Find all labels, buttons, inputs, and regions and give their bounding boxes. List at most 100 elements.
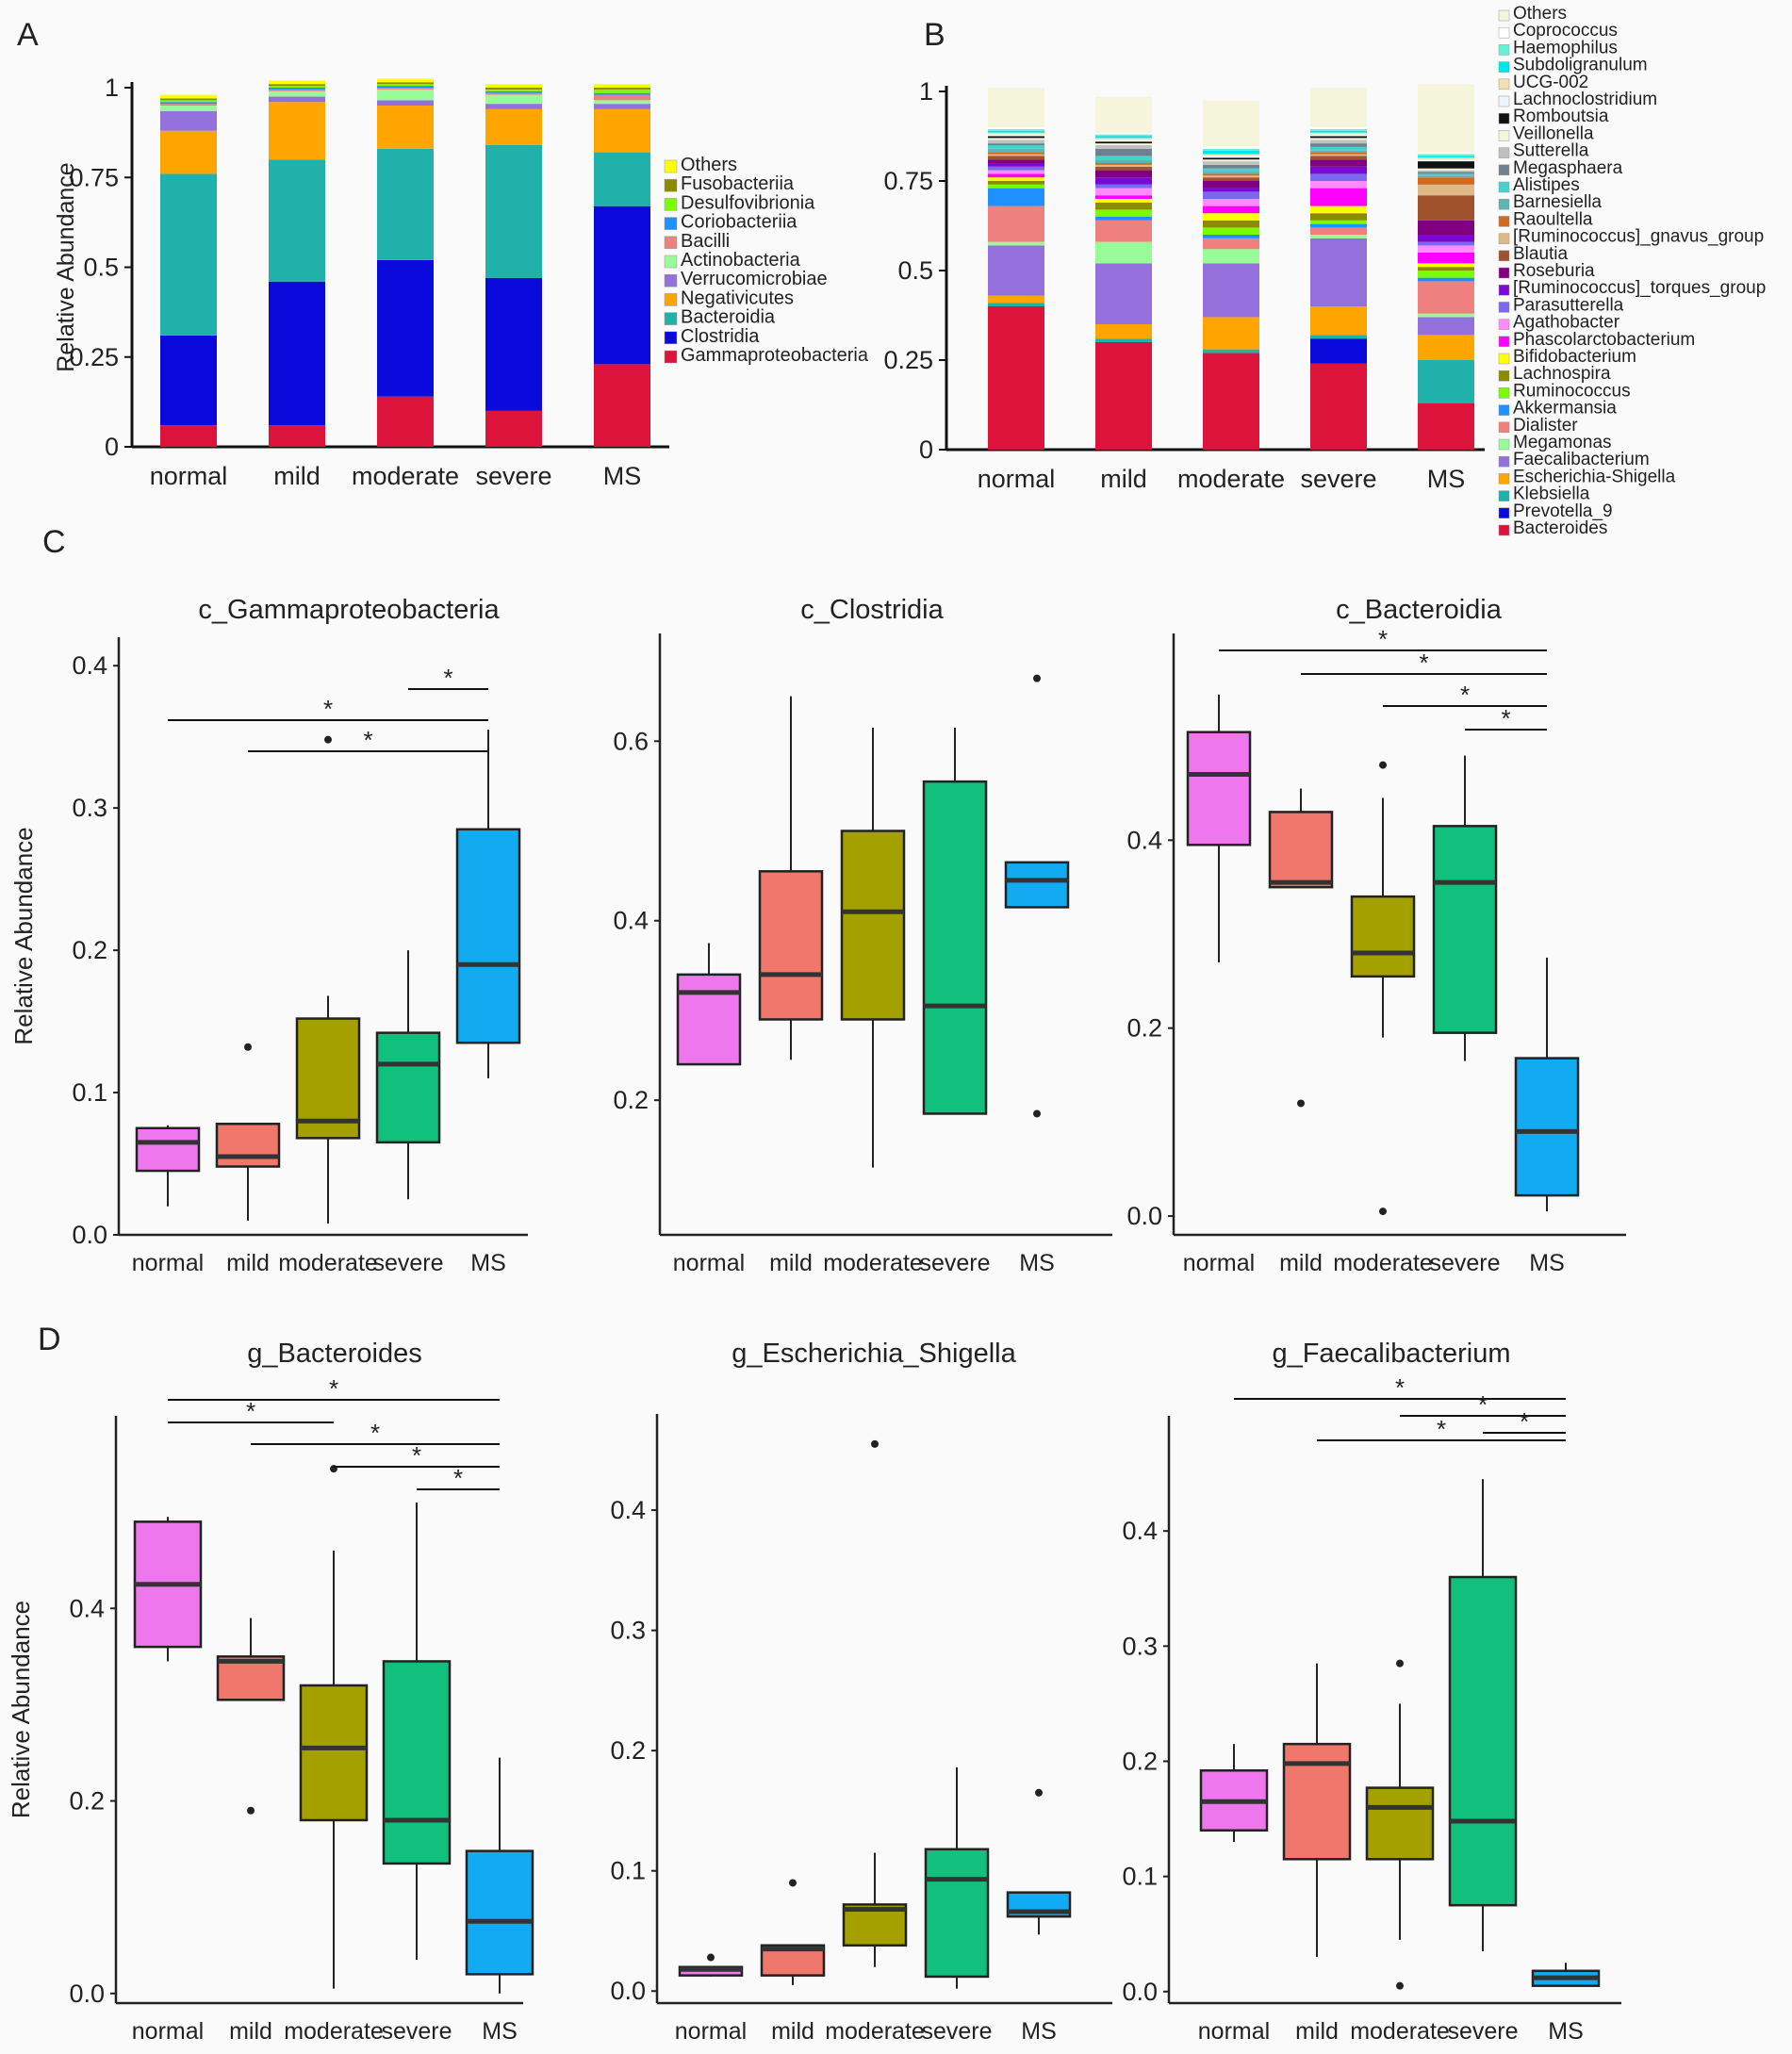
bar-segment-lachnospira — [1203, 220, 1259, 228]
outlier-point — [1035, 1788, 1043, 1797]
legend-swatch — [1498, 302, 1510, 313]
bar-segment-actinobacteria — [594, 100, 650, 105]
bar-segment-desulfovibrionia — [269, 86, 325, 88]
chart-title: c_Clostridia — [800, 595, 944, 625]
bar-segment-veillonella — [1095, 143, 1152, 145]
box-ms — [465, 1757, 534, 1994]
x-tick-label: MS — [470, 1250, 506, 1276]
legend-swatch — [1498, 490, 1510, 501]
x-tick-label: MS — [603, 462, 642, 490]
bar-segment-phascolarctobacterium — [1095, 195, 1152, 199]
y-tick-label: 0.0 — [610, 1977, 646, 2005]
box-mild — [760, 1879, 826, 1985]
bar-segment-dialister — [1095, 220, 1152, 242]
bar-segment-ruminococcus-torques-group — [1310, 166, 1367, 174]
legend-swatch — [1498, 147, 1510, 158]
y-tick-label: 0.4 — [613, 907, 649, 935]
bar-segment-raoultella — [1310, 152, 1367, 155]
bar-segment-faecalibacterium — [988, 245, 1044, 296]
bar-segment-bifidobacterium — [1203, 213, 1259, 221]
legend-label: Barnesiella — [1513, 192, 1602, 212]
bar-segment-bacteroides — [1418, 403, 1474, 450]
bar-segment-akkermansia — [1095, 217, 1152, 221]
bar-segment-haemophilus — [1310, 128, 1367, 131]
panel-label-a: A — [17, 17, 39, 53]
legend-label: Bacteroides — [1513, 518, 1607, 538]
bar-segment-sutterella — [1095, 145, 1152, 149]
legend-swatch — [1498, 44, 1510, 56]
legend-swatch — [1498, 284, 1510, 296]
bar-segment-sutterella — [1310, 140, 1367, 144]
legend-swatch — [664, 293, 678, 306]
bar-segment-coprococcus — [1418, 152, 1474, 155]
box-body — [924, 1848, 990, 1979]
bar-segment-gammaproteobacteria — [594, 364, 650, 447]
outlier-point — [1396, 1981, 1404, 1990]
panel-c3: c_Bacteroidia 0.0 0.2 0.4 normal mild moderate… — [1126, 595, 1626, 1276]
bar-segment-clostridia — [269, 281, 325, 426]
legend-swatch — [664, 331, 678, 345]
bar-segment-akkermansia — [1418, 277, 1474, 282]
x-tick-label: severe — [1447, 2018, 1518, 2045]
legend-label: Lachnoclostridium — [1513, 90, 1657, 109]
x-tick-label: severe — [919, 1250, 990, 1276]
box-body — [455, 828, 521, 1044]
panel-label-b: B — [924, 17, 945, 53]
legend-label: [Ruminococcus]_gnavus_group — [1513, 227, 1764, 247]
box-mild — [758, 696, 824, 1060]
bar-segment-coriobacteriia — [594, 92, 650, 95]
bar-segment-bacteroides — [988, 306, 1044, 450]
bar-segment-fusobacteriia — [160, 98, 217, 101]
bar-segment-alistipes — [1203, 168, 1259, 173]
box-body — [676, 973, 742, 1066]
bar-segment-lachnoclostridium — [1095, 140, 1152, 142]
legend-label: Desulfovibrionia — [681, 192, 815, 213]
y-tick-label: 0.5 — [897, 256, 933, 285]
bar-segment-bacilli — [594, 94, 650, 101]
bar-segment-ucg-002 — [1418, 157, 1474, 160]
bar-segment-ruminococcus — [988, 184, 1044, 189]
legend-swatch — [1498, 181, 1510, 193]
significance-star: * — [1378, 625, 1388, 653]
bar-segment-escherichia-shigella — [1203, 317, 1259, 350]
bar-segment-romboutsia — [1418, 161, 1474, 169]
bar-segment-agathobacter — [1095, 188, 1152, 196]
legend-label: Roseburia — [1513, 261, 1595, 281]
y-tick-label: 0.5 — [83, 254, 119, 282]
bar-segment-akkermansia — [988, 188, 1044, 206]
y-tick-label: 0.4 — [1122, 1517, 1158, 1545]
bar-segment-ruminococcus — [1418, 271, 1474, 278]
bar-segment-alistipes — [988, 145, 1044, 149]
x-tick-label: mild — [226, 1250, 270, 1276]
bar-segment-prevotella-9 — [1310, 338, 1367, 364]
outlier-point — [789, 1879, 797, 1887]
x-tick-label: moderate — [1177, 465, 1285, 493]
box-mild — [1282, 1663, 1352, 1958]
bar-segment-desulfovibrionia — [485, 89, 542, 91]
y-tick-label: 1 — [105, 74, 119, 102]
box-body — [135, 1126, 201, 1173]
y-tick-label: 0.0 — [69, 1980, 105, 2008]
bar-segment-raoultella — [988, 152, 1044, 155]
y-tick-label: 0.4 — [610, 1496, 646, 1524]
legend-label: Verrucomicrobiae — [681, 269, 828, 289]
legend-swatch — [1498, 319, 1510, 330]
x-tick-label: mild — [1295, 2018, 1339, 2045]
bar-segment-verrucomicrobiae — [377, 100, 434, 107]
box-body — [375, 1031, 441, 1144]
legend-label: Megasphaera — [1513, 158, 1623, 178]
bar-segment-megasphaera — [1418, 172, 1474, 174]
legend-swatch — [1498, 507, 1510, 519]
bar-segment-negativicutes — [594, 108, 650, 153]
bar-segment-megamonas — [1418, 313, 1474, 318]
x-tick-label: normal — [1198, 2018, 1270, 2045]
legend-label: Bacilli — [681, 231, 730, 252]
bar-segment-negativicutes — [377, 106, 434, 149]
bar-segment-veillonella — [1418, 168, 1474, 171]
x-tick-label: MS — [1019, 1250, 1055, 1276]
bar-segment-lachnoclostridium — [1418, 159, 1474, 162]
legend-swatch — [1498, 78, 1510, 90]
x-tick-label: MS — [482, 2018, 518, 2045]
y-tick-label: 0.2 — [1126, 1014, 1162, 1043]
panel-label-d: D — [38, 1322, 61, 1357]
